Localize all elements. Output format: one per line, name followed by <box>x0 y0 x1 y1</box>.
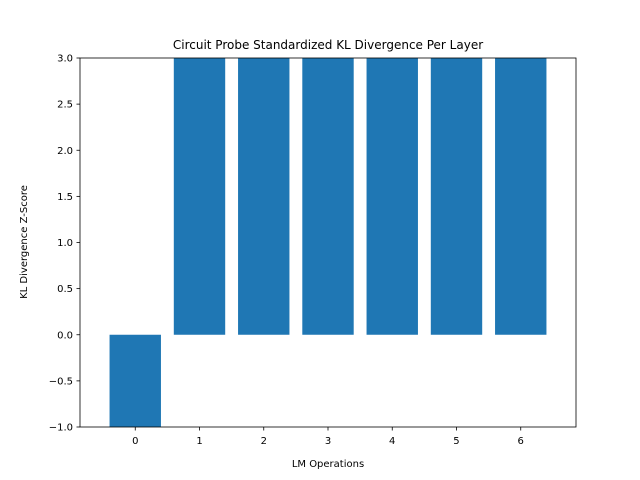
y-tick-label: 1.0 <box>57 238 73 249</box>
bar-5 <box>430 58 483 335</box>
bar-6 <box>495 58 547 335</box>
y-tick-label: 3.0 <box>57 54 73 65</box>
x-tick-label: 1 <box>196 436 202 447</box>
chart-title: Circuit Probe Standardized KL Divergence… <box>173 38 483 52</box>
y-tick-label: 2.0 <box>57 146 73 157</box>
x-tick-label: 0 <box>132 436 138 447</box>
x-tick-label: 3 <box>325 436 331 447</box>
y-tick-label: 1.5 <box>57 192 73 203</box>
y-tick-label: 0.5 <box>57 284 73 295</box>
bar-1 <box>173 58 226 335</box>
y-tick-label: 2.5 <box>57 100 73 111</box>
x-axis-ticks: 0 1 2 3 4 5 6 <box>132 427 524 447</box>
bar-4 <box>366 58 418 335</box>
y-axis-ticks: −1.0 −0.5 0.0 0.5 1.0 1.5 2.0 2.5 3.0 <box>49 54 80 434</box>
bar-2 <box>238 58 290 335</box>
x-tick-label: 4 <box>389 436 395 447</box>
x-axis-label: LM Operations <box>292 459 364 470</box>
bar-0 <box>109 334 161 427</box>
y-tick-label: 0.0 <box>57 330 73 341</box>
y-axis-label: KL Divergence Z-Score <box>19 185 30 299</box>
bar-3 <box>302 58 354 335</box>
y-tick-label: −0.5 <box>49 376 73 387</box>
plot-frame <box>79 57 577 428</box>
x-tick-label: 2 <box>261 436 267 447</box>
bars-group <box>109 58 547 427</box>
x-tick-label: 5 <box>453 436 459 447</box>
x-tick-label: 6 <box>518 436 524 447</box>
y-tick-label: −1.0 <box>49 423 73 434</box>
